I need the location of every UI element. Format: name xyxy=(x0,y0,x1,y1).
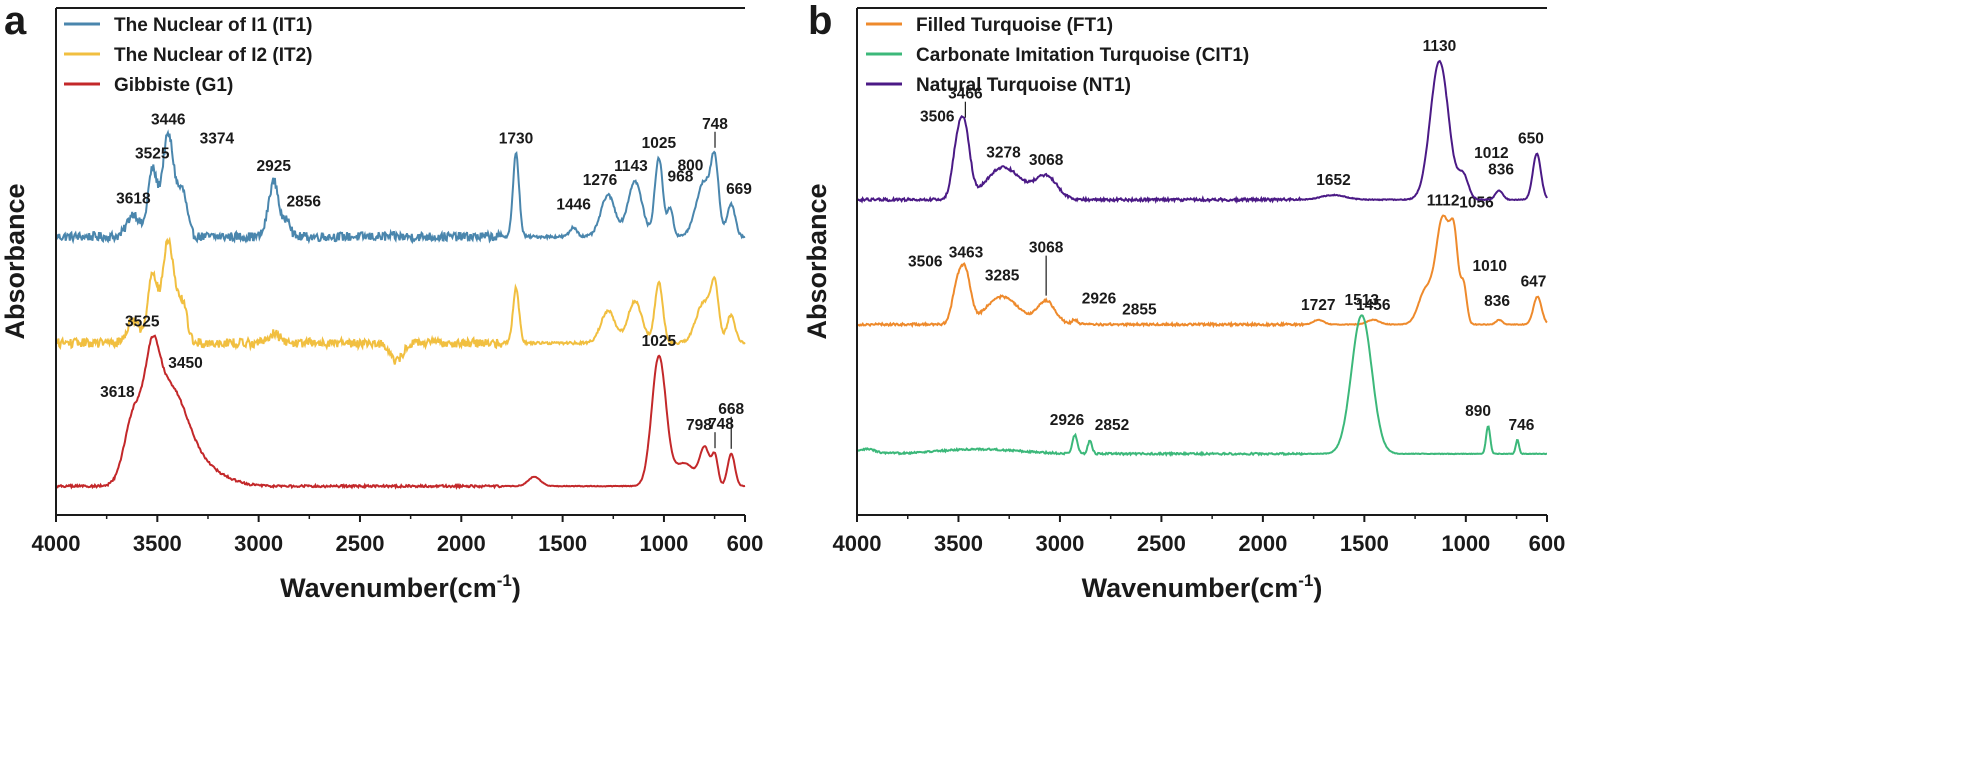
peak-label: 3525 xyxy=(125,314,160,331)
peak-label: 1056 xyxy=(1459,194,1494,211)
peak-label: 1727 xyxy=(1301,297,1335,314)
x-tick-label: 4000 xyxy=(32,531,81,556)
series-line-2 xyxy=(55,236,746,365)
peak-label: 2926 xyxy=(1050,412,1085,429)
peak-label: 1025 xyxy=(642,333,677,350)
peak-label: 748 xyxy=(702,116,728,133)
peak-label: 748 xyxy=(708,416,734,433)
peak-label: 1446 xyxy=(556,196,591,213)
legend: The Nuclear of I1 (IT1) The Nuclear of I2… xyxy=(64,15,312,96)
series-line-1 xyxy=(55,129,746,245)
peak-label: 3285 xyxy=(985,268,1020,285)
x-tick-label: 1500 xyxy=(538,531,587,556)
peak-label: 800 xyxy=(678,157,704,174)
x-axis-label-main: Wavenumber(cm xyxy=(1082,573,1299,603)
peak-label: 1010 xyxy=(1473,258,1507,275)
series-line-1 xyxy=(856,214,1548,329)
panel-label: b xyxy=(808,0,832,43)
x-tick-label: 1000 xyxy=(639,531,688,556)
peak-label: 2855 xyxy=(1122,301,1157,318)
peak-label: 2926 xyxy=(1082,291,1117,308)
legend-entry: Gibbiste (G1) xyxy=(114,75,233,96)
peak-label: 2925 xyxy=(257,158,292,175)
x-tick-label: 2000 xyxy=(437,531,486,556)
legend-entry: Natural Turquoise (NT1) xyxy=(916,75,1131,96)
x-tick-label: 2000 xyxy=(1238,531,1287,556)
legend-entry: The Nuclear of I2 (IT2) xyxy=(114,45,312,66)
panel-a: 3618 3525 3446 3374 2925 2856 1730 1446 12761143… xyxy=(0,0,763,603)
x-axis-label-sup: -1 xyxy=(497,571,512,590)
peak-label: 1143 xyxy=(614,158,648,175)
peak-label: 1130 xyxy=(1423,38,1457,55)
panel-label: a xyxy=(4,0,27,43)
series-line-2 xyxy=(856,314,1547,457)
peak-label: 1456 xyxy=(1356,297,1391,314)
peak-label: 836 xyxy=(1488,162,1514,179)
peak-label: 890 xyxy=(1465,403,1491,420)
legend: Filled Turquoise (FT1) Carbonate Imitatio… xyxy=(866,15,1249,96)
x-tick-label: 2500 xyxy=(1137,531,1186,556)
legend-entry: Carbonate Imitation Turquoise (CIT1) xyxy=(916,45,1249,66)
x-tick-label: 1500 xyxy=(1340,531,1389,556)
peak-label: 1730 xyxy=(499,131,533,148)
peak-label: 669 xyxy=(726,181,752,198)
peak-label: 836 xyxy=(1484,293,1510,310)
x-axis-label-main: Wavenumber(cm xyxy=(280,573,497,603)
peak-label: 746 xyxy=(1508,417,1534,434)
peak-label: 3068 xyxy=(1029,240,1064,257)
peak-label: 3466 xyxy=(948,86,983,103)
peak-label: 798 xyxy=(686,417,712,434)
peak-label: 3450 xyxy=(168,355,202,372)
x-axis-label: Wavenumber(cm-1) xyxy=(1082,571,1323,603)
x-axis-label-tail: ) xyxy=(1313,573,1322,603)
x-axis-label: Wavenumber(cm-1) xyxy=(280,571,521,603)
peak-label: 1513 xyxy=(1344,292,1379,309)
peak-label: 668 xyxy=(718,401,744,418)
x-axis-label-sup: -1 xyxy=(1298,571,1313,590)
peak-label: 3068 xyxy=(1029,152,1064,169)
peak-label: 1012 xyxy=(1474,145,1508,162)
x-tick-label: 600 xyxy=(1529,531,1566,556)
peak-label: 3618 xyxy=(100,384,135,401)
x-tick-label: 3000 xyxy=(234,531,283,556)
peak-label: 3618 xyxy=(116,191,151,208)
peak-label: 3374 xyxy=(200,130,235,147)
x-axis-label-tail: ) xyxy=(512,573,521,603)
peak-label: 647 xyxy=(1521,274,1547,291)
legend-entry: Filled Turquoise (FT1) xyxy=(916,15,1113,36)
peak-label: 1025 xyxy=(642,135,677,152)
y-axis-label: Absorbance xyxy=(0,183,30,339)
x-tick-label: 3500 xyxy=(934,531,983,556)
x-tick-label: 2500 xyxy=(335,531,384,556)
peak-label: 1276 xyxy=(583,172,618,189)
series-line-3 xyxy=(856,59,1548,205)
x-tick-label: 3000 xyxy=(1035,531,1084,556)
x-tick-label: 3500 xyxy=(133,531,182,556)
peak-label: 3446 xyxy=(151,112,186,129)
series-line-3 xyxy=(55,334,746,491)
peak-label: 3506 xyxy=(920,108,955,125)
peak-label: 3463 xyxy=(949,245,984,262)
peak-label: 1112 xyxy=(1427,192,1460,209)
x-tick-label: 4000 xyxy=(833,531,882,556)
peak-label: 650 xyxy=(1518,131,1544,148)
x-tick-label: 600 xyxy=(727,531,764,556)
peak-label: 3278 xyxy=(986,144,1021,161)
peak-label: 3506 xyxy=(908,253,943,270)
x-tick-label: 1000 xyxy=(1441,531,1490,556)
peak-label: 2856 xyxy=(287,194,322,211)
peak-label: 1652 xyxy=(1316,172,1350,189)
peak-label: 2852 xyxy=(1095,417,1129,434)
peak-label: 3525 xyxy=(135,146,170,163)
peak-label: 968 xyxy=(667,169,693,186)
legend-entry: The Nuclear of I1 (IT1) xyxy=(114,15,312,36)
y-axis-label: Absorbance xyxy=(802,183,832,339)
